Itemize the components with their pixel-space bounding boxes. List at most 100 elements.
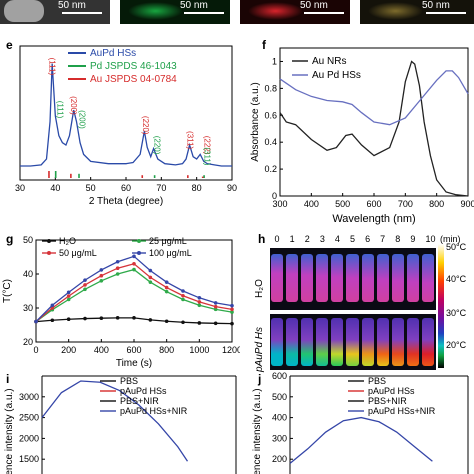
thermal-row-water — [270, 248, 436, 310]
peak-label: (200) — [69, 96, 78, 115]
y-tick-label: 0 — [272, 191, 277, 201]
y-tick-label: 0.4 — [264, 137, 277, 147]
data-point — [66, 294, 71, 298]
legend-label: pAuPd HSs+NIR — [120, 406, 188, 416]
series-line — [35, 255, 233, 323]
y-tick-label: 1 — [272, 56, 277, 66]
data-point — [148, 268, 153, 273]
data-point — [66, 290, 71, 295]
x-tick-label: 800 — [159, 345, 174, 355]
panel-label-h: h — [258, 232, 266, 246]
data-point — [213, 307, 218, 312]
thermal-tube-water — [361, 254, 374, 302]
y-tick-label: 300 — [272, 433, 287, 443]
x-tick-label: 400 — [304, 199, 319, 209]
peak-label: (111) — [47, 58, 56, 76]
x-tick-label: 60 — [121, 183, 131, 193]
data-point — [66, 317, 71, 322]
series-line — [41, 380, 189, 462]
peak-label: (200) — [77, 110, 86, 129]
thermal-tube-sample — [391, 318, 404, 366]
x-tick-label: 80 — [192, 183, 202, 193]
y-tick-label: 3000 — [19, 392, 39, 402]
panel-label-f: f — [262, 38, 266, 52]
thermal-image-panel: 0 1 2 3 4 5 6 7 8 9 10 (min) H₂O pAuPd Hs 50°C 40°… — [250, 232, 474, 372]
x-tick-label: 40 — [50, 183, 60, 193]
time-label: 3 — [319, 234, 325, 244]
time-label: 8 — [395, 234, 401, 244]
time-label: 2 — [304, 234, 310, 244]
eds-map-tile-pd: 50 nm — [120, 0, 230, 24]
peak-label: (311) — [202, 147, 211, 165]
thermal-tube-water — [301, 254, 314, 302]
legend-label: PBS — [368, 376, 386, 386]
y-tick-label: 2000 — [19, 433, 39, 443]
time-label: 5 — [350, 234, 356, 244]
data-point — [213, 301, 218, 305]
data-point — [132, 254, 136, 259]
data-point — [197, 321, 202, 325]
data-point — [230, 310, 234, 314]
thermal-tube-water — [421, 254, 434, 302]
y-tick-label: 30 — [23, 303, 33, 313]
legend-label: PBS+NIR — [120, 396, 159, 406]
thermal-tube-water — [376, 254, 389, 302]
x-tick-label: 50 — [86, 183, 96, 193]
thermal-tube-water — [346, 254, 359, 302]
scale-bar — [426, 12, 466, 14]
data-point — [99, 279, 104, 283]
time-label: 0 — [274, 234, 280, 244]
data-point — [66, 297, 71, 302]
legend-label: pAuPd HSs+NIR — [368, 406, 436, 416]
time-label: 1 — [289, 234, 295, 244]
thermal-tube-sample — [271, 318, 284, 366]
y-axis-label: ence intensity (a.u.) — [4, 388, 15, 474]
thermal-tube-water — [406, 254, 419, 302]
legend-label: AuPd HSs — [90, 48, 136, 59]
peak-label: (220) — [141, 116, 150, 135]
xrd-pattern-chart: 30 40 50 60 70 80 90 2 Theta (degree) (111) (111)… — [15, 45, 237, 207]
data-point — [83, 316, 87, 321]
x-tick-label: 700 — [398, 199, 413, 209]
fluorescence-chart-i: 10001500200025003000ence intensity (a.u.… — [4, 375, 237, 474]
legend-marker — [47, 251, 51, 255]
time-label: 4 — [334, 234, 340, 244]
y-tick-label: 0.6 — [264, 110, 277, 120]
y-tick-label: 0.8 — [264, 83, 277, 93]
data-point — [148, 275, 153, 280]
time-unit-label: (min) — [440, 234, 461, 244]
data-point — [181, 320, 185, 325]
scale-bar-label: 50 nm — [300, 0, 328, 11]
data-point — [34, 319, 38, 324]
data-point — [115, 316, 120, 320]
y-tick-label: 50 — [23, 235, 33, 245]
data-point — [197, 300, 202, 304]
data-point — [181, 289, 185, 293]
y-tick-label: 2500 — [19, 413, 39, 423]
y-axis-label: ence intensity (a.u.) — [252, 388, 263, 474]
y-tick-label: 0.2 — [264, 164, 277, 174]
scale-bar — [62, 12, 102, 14]
y-tick-label: 600 — [272, 372, 287, 381]
colorbar-label: 20°C — [446, 340, 467, 350]
data-point — [164, 319, 169, 324]
y-tick-label: 40 — [23, 269, 33, 279]
y-tick-label: 500 — [272, 392, 287, 402]
legend-marker — [137, 239, 141, 243]
y-tick-label: 1500 — [19, 454, 39, 464]
row-label-sample: pAuPd Hs — [254, 326, 265, 372]
x-tick-label: 800 — [429, 199, 444, 209]
peak-label: (222) — [202, 136, 211, 155]
thermal-tube-water — [331, 254, 344, 302]
legend-label: PBS+NIR — [368, 396, 407, 406]
data-point — [164, 285, 169, 290]
y-tick-label: 200 — [272, 454, 287, 464]
data-point — [197, 296, 202, 300]
x-tick-label: 30 — [15, 183, 25, 193]
x-tick-label: 0 — [33, 345, 38, 355]
thermal-tube-sample — [421, 318, 434, 366]
series-line — [289, 416, 433, 464]
x-tick-label: 70 — [156, 183, 166, 193]
thermal-tube-water — [316, 254, 329, 302]
x-tick-label: 900 — [460, 199, 474, 209]
